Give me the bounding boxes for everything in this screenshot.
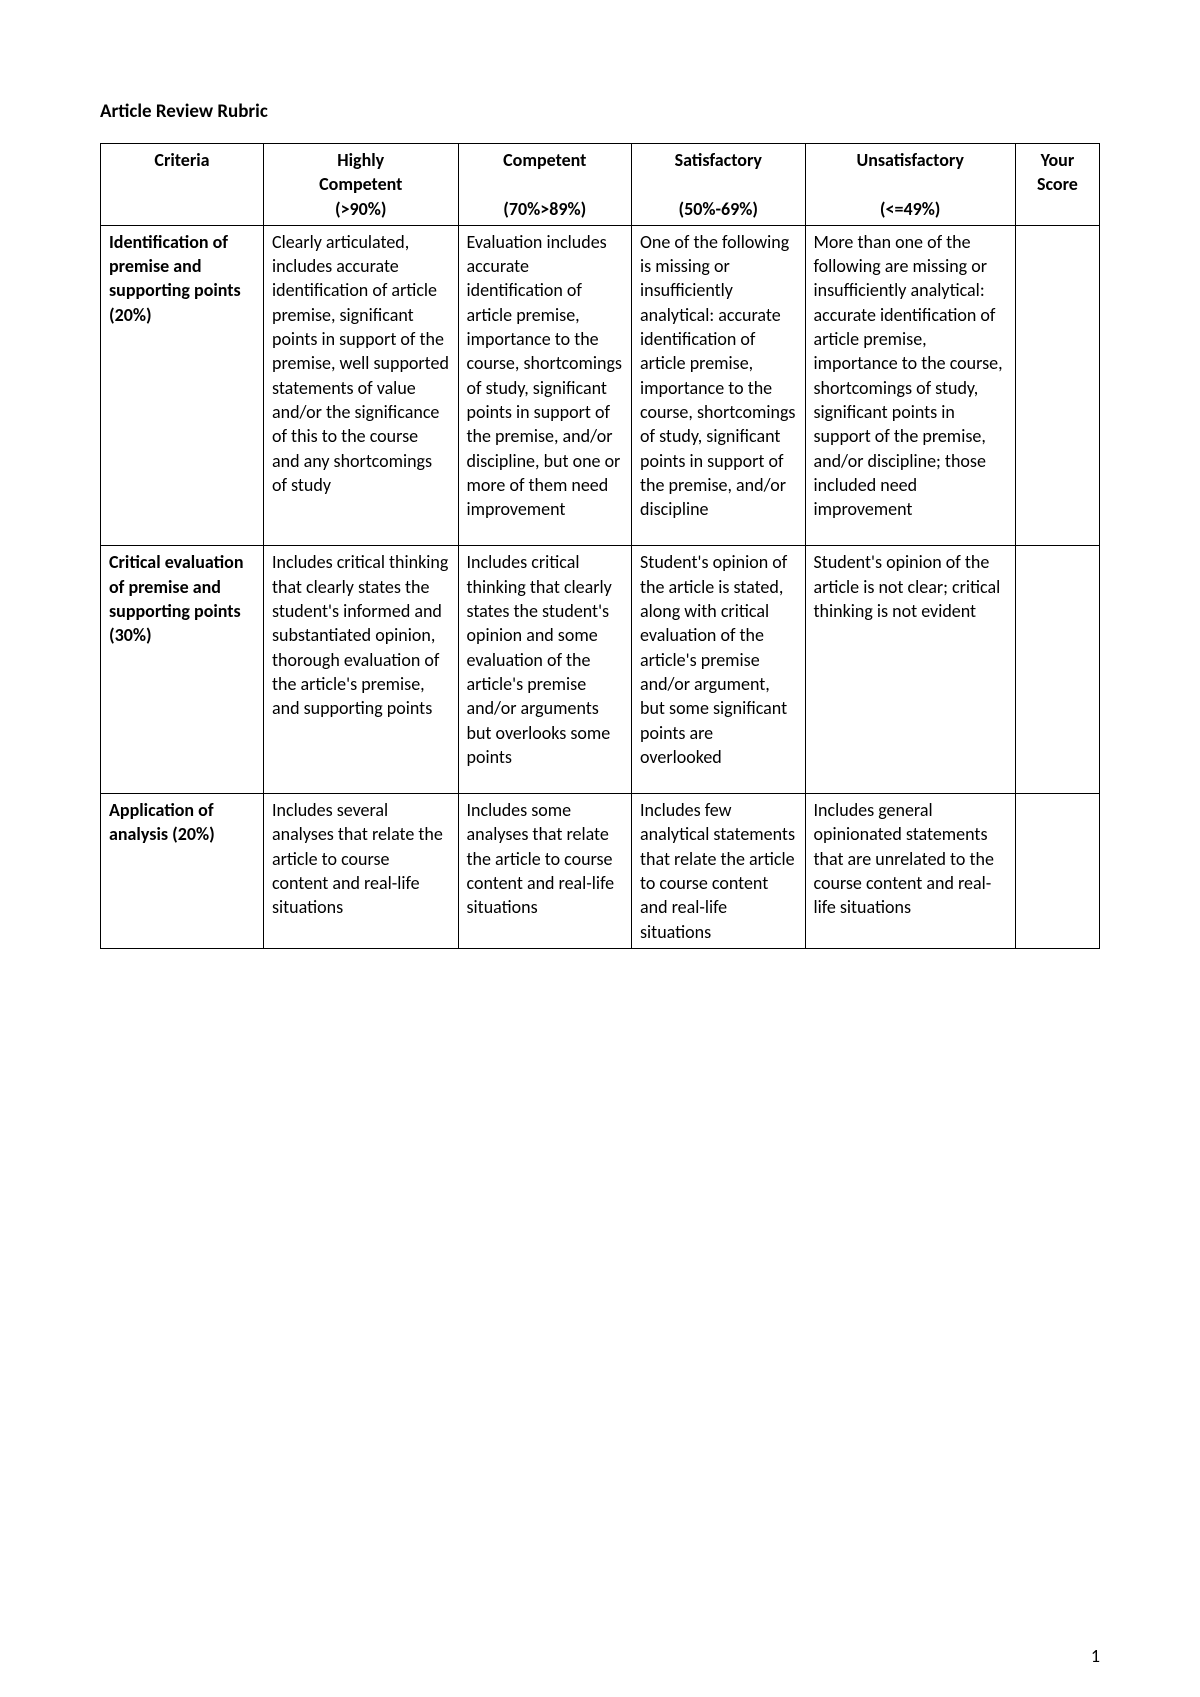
cell-unsatisfactory-application: Includes general opinionated statements … [805, 794, 1015, 949]
header-unsatisfactory-line2: (<=49%) [880, 198, 941, 220]
header-highly-line1: Highly [337, 149, 384, 171]
cell-highly-application: Includes several analyses that relate th… [263, 794, 458, 949]
header-highly-line3: (>90%) [335, 198, 387, 220]
header-criteria-text: Criteria [154, 149, 209, 171]
cell-highly-identification: Clearly articulated, includes accurate i… [263, 225, 458, 546]
cell-criteria-critical: Critical evaluation of premise and suppo… [101, 546, 264, 794]
cell-competent-critical: Includes critical thinking that clearly … [458, 546, 632, 794]
header-competent-line1: Competent [503, 149, 586, 171]
table-row: Identification of premise and supporting… [101, 225, 1100, 546]
cell-unsatisfactory-identification: More than one of the following are missi… [805, 225, 1015, 546]
header-criteria: Criteria [101, 144, 264, 226]
page: Article Review Rubric Criteria Highly Co… [0, 0, 1200, 1697]
header-score-line2: Score [1037, 173, 1078, 195]
document-title: Article Review Rubric [100, 100, 1100, 123]
cell-score-critical [1015, 546, 1099, 794]
cell-satisfactory-application: Includes few analytical statements that … [632, 794, 806, 949]
cell-satisfactory-critical: Student's opinion of the article is stat… [632, 546, 806, 794]
cell-competent-application: Includes some analyses that relate the a… [458, 794, 632, 949]
header-competent-line2: (70%>89%) [503, 198, 586, 220]
cell-competent-identification: Evaluation includes accurate identificat… [458, 225, 632, 546]
cell-highly-critical: Includes critical thinking that clearly … [263, 546, 458, 794]
page-number: 1 [1091, 1645, 1100, 1667]
header-satisfactory-line1: Satisfactory [675, 149, 762, 171]
header-satisfactory: Satisfactory (50%-69%) [632, 144, 806, 226]
header-satisfactory-line2: (50%-69%) [679, 198, 758, 220]
rubric-table: Criteria Highly Competent (>90%) Compete… [100, 143, 1100, 949]
header-score: Your Score [1015, 144, 1099, 226]
table-row: Application of analysis (20%) Includes s… [101, 794, 1100, 949]
cell-unsatisfactory-critical: Student's opinion of the article is not … [805, 546, 1015, 794]
cell-satisfactory-identification: One of the following is missing or insuf… [632, 225, 806, 546]
header-highly: Highly Competent (>90%) [263, 144, 458, 226]
header-unsatisfactory-line1: Unsatisfactory [856, 149, 963, 171]
cell-criteria-identification: Identification of premise and supporting… [101, 225, 264, 546]
header-score-line1: Your [1041, 149, 1075, 171]
cell-score-application [1015, 794, 1099, 949]
header-competent: Competent (70%>89%) [458, 144, 632, 226]
table-row: Critical evaluation of premise and suppo… [101, 546, 1100, 794]
header-row: Criteria Highly Competent (>90%) Compete… [101, 144, 1100, 226]
cell-criteria-application: Application of analysis (20%) [101, 794, 264, 949]
cell-score-identification [1015, 225, 1099, 546]
header-highly-line2: Competent [319, 173, 402, 195]
header-unsatisfactory: Unsatisfactory (<=49%) [805, 144, 1015, 226]
